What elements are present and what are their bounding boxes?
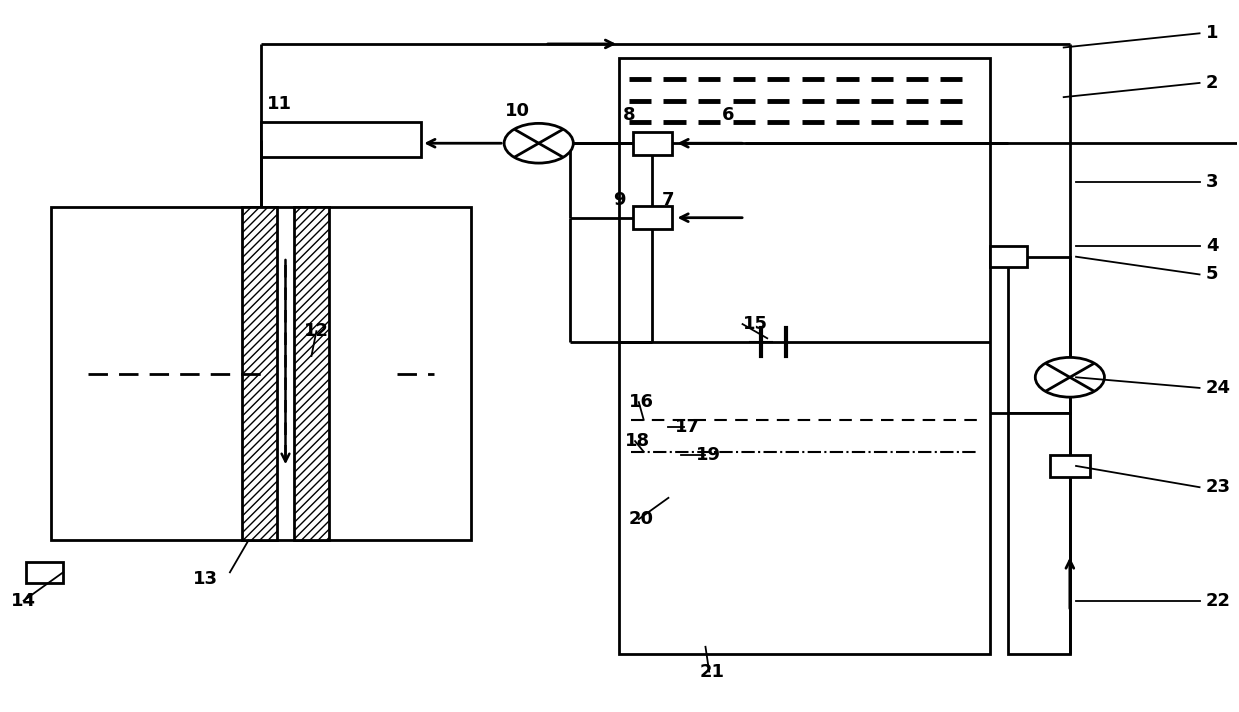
Bar xyxy=(633,132,672,155)
Text: 17: 17 xyxy=(674,418,700,436)
Bar xyxy=(26,562,63,583)
Text: 8: 8 xyxy=(623,106,636,124)
Text: 19: 19 xyxy=(695,446,721,464)
Text: 10: 10 xyxy=(506,103,530,120)
Text: 16: 16 xyxy=(629,393,654,411)
Bar xyxy=(1051,454,1089,477)
Bar xyxy=(990,246,1027,267)
Bar xyxy=(51,207,471,540)
Text: 18: 18 xyxy=(626,432,650,450)
Bar xyxy=(260,122,421,157)
Text: 23: 23 xyxy=(1206,478,1230,496)
Text: 11: 11 xyxy=(266,95,292,113)
Bar xyxy=(243,207,276,540)
Bar xyxy=(633,206,672,229)
Text: 20: 20 xyxy=(629,510,654,528)
Text: 7: 7 xyxy=(662,191,675,209)
Text: 14: 14 xyxy=(11,592,36,609)
Circle shape xyxy=(504,123,574,163)
Text: 9: 9 xyxy=(613,191,626,209)
Text: 2: 2 xyxy=(1206,74,1218,92)
Text: 6: 6 xyxy=(721,106,733,124)
Text: 15: 15 xyxy=(742,315,767,333)
Bar xyxy=(1009,413,1069,654)
Text: 4: 4 xyxy=(1206,237,1218,255)
Text: 1: 1 xyxy=(1206,24,1218,42)
Bar xyxy=(620,58,990,654)
Circle shape xyxy=(1036,357,1104,397)
Text: 13: 13 xyxy=(193,570,218,588)
Bar xyxy=(1009,257,1069,413)
Text: 5: 5 xyxy=(1206,266,1218,283)
Text: 3: 3 xyxy=(1206,173,1218,192)
Text: 21: 21 xyxy=(699,663,725,681)
Bar xyxy=(294,207,328,540)
Text: 22: 22 xyxy=(1206,592,1230,609)
Text: 24: 24 xyxy=(1206,379,1230,397)
Text: 12: 12 xyxy=(304,322,330,340)
